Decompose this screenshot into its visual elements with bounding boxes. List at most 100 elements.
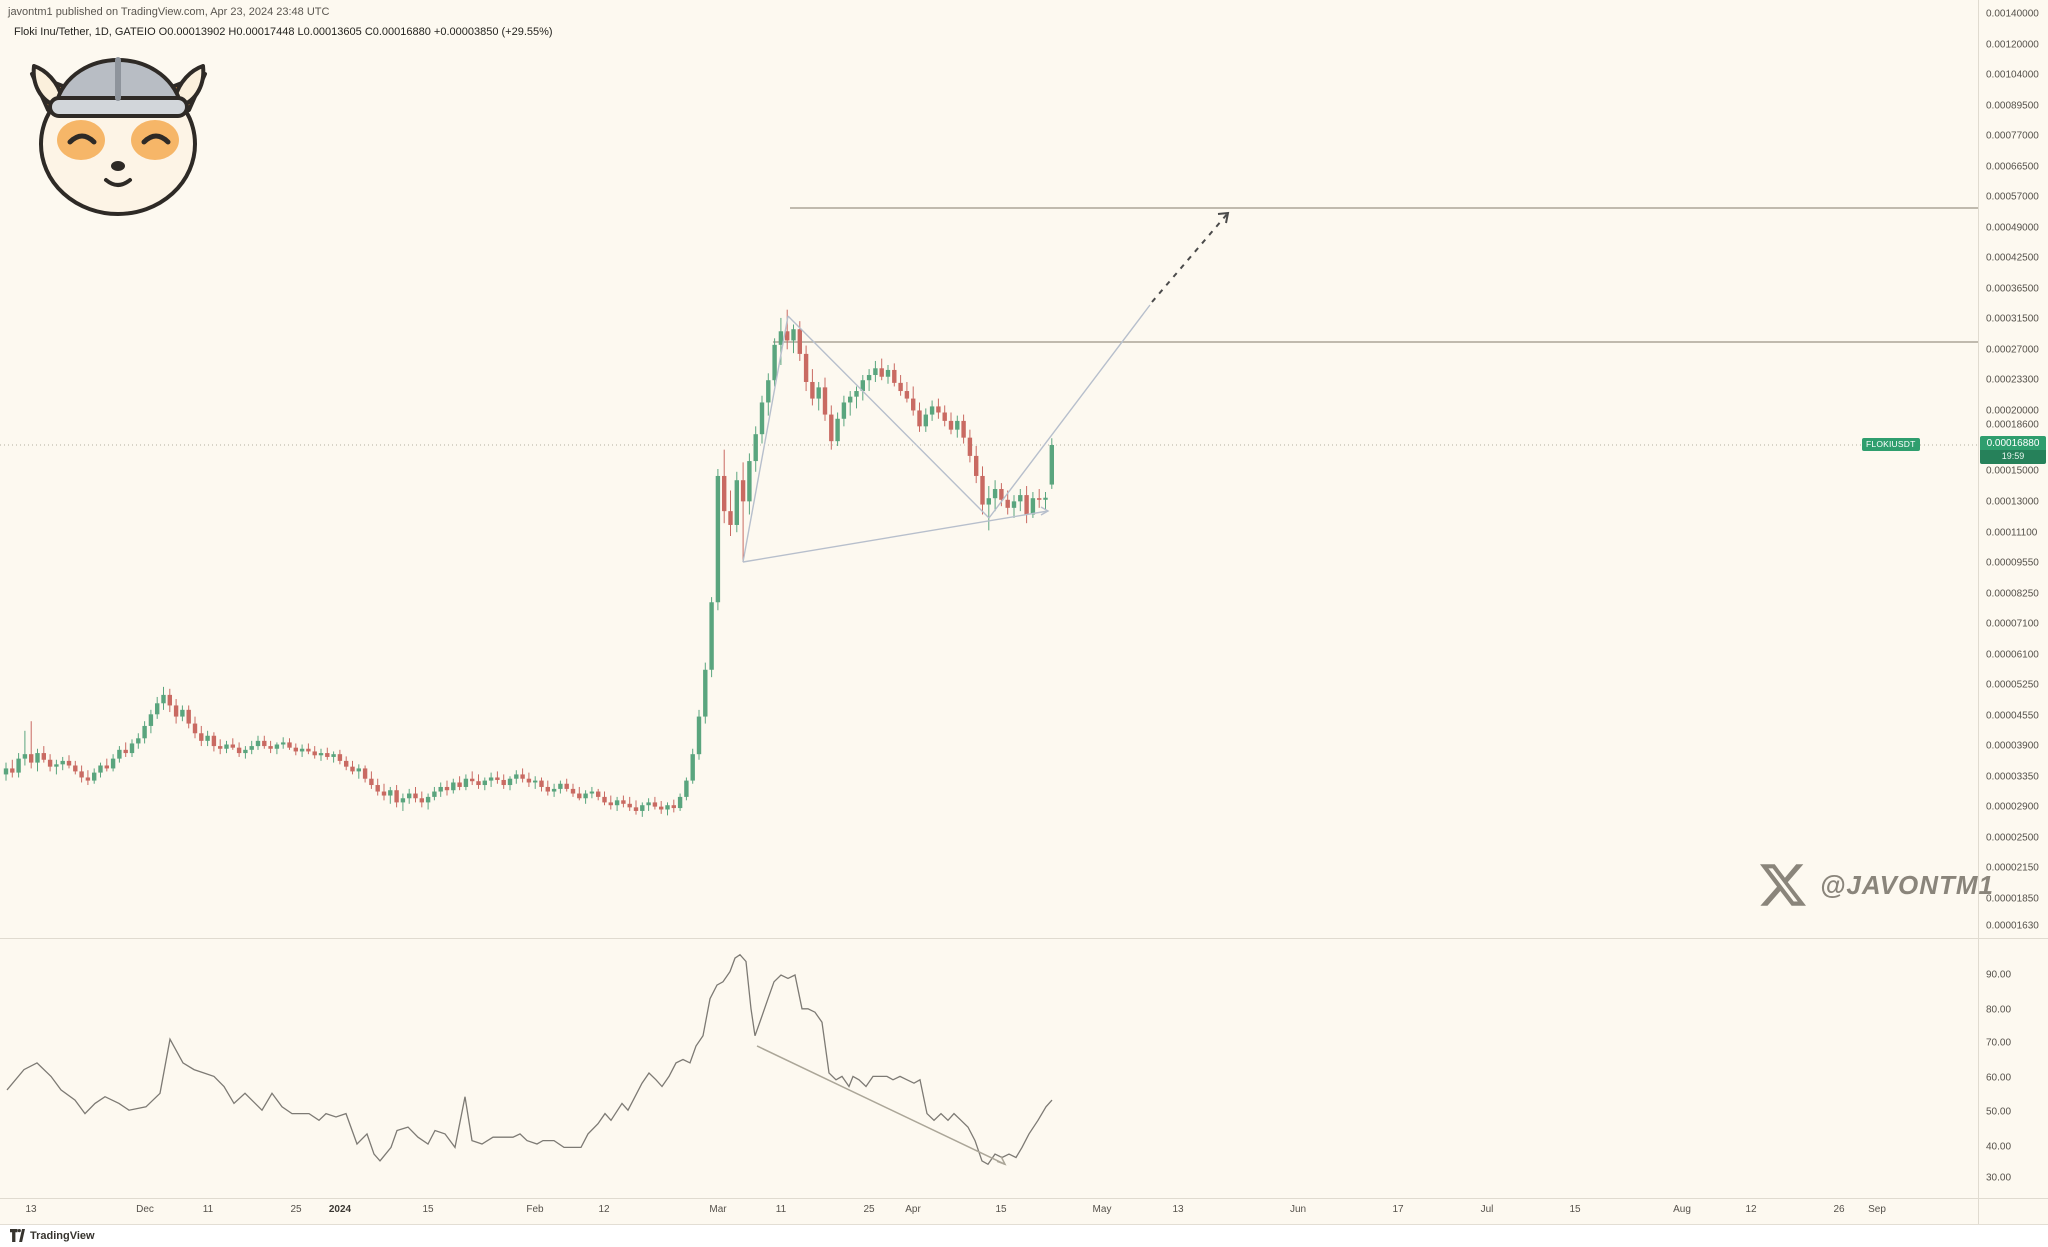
candle-body bbox=[803, 353, 809, 382]
time-tick: 15 bbox=[1569, 1204, 1581, 1215]
candle-body bbox=[551, 788, 557, 792]
candle-body bbox=[822, 387, 828, 415]
breakout-arrow[interactable] bbox=[1151, 212, 1229, 303]
candle-body bbox=[671, 805, 676, 809]
candle-body bbox=[369, 778, 374, 786]
price-tick: 0.00104000 bbox=[1986, 69, 2039, 81]
candle-body bbox=[167, 694, 172, 706]
candle-body bbox=[262, 740, 267, 747]
candle-body bbox=[652, 802, 658, 807]
price-tick: 0.00020000 bbox=[1986, 405, 2039, 417]
time-tick: 12 bbox=[1745, 1204, 1757, 1215]
candle-body bbox=[558, 783, 563, 789]
candle-body bbox=[394, 790, 399, 803]
trend-line[interactable] bbox=[742, 315, 789, 563]
candle-body bbox=[1011, 501, 1017, 508]
pane-divider[interactable] bbox=[0, 938, 2048, 939]
candle-body bbox=[438, 786, 443, 792]
floki-mascot-logo bbox=[30, 57, 207, 216]
candle-body bbox=[287, 742, 292, 748]
candle-body bbox=[791, 329, 796, 341]
candle-body bbox=[1043, 497, 1048, 500]
candle-body bbox=[92, 772, 97, 781]
time-tick: Jul bbox=[1480, 1204, 1494, 1215]
time-tick: 15 bbox=[422, 1204, 434, 1215]
trend-line[interactable] bbox=[787, 315, 990, 519]
candle-body bbox=[457, 782, 462, 787]
candle-body bbox=[507, 778, 513, 786]
price-tick: 0.00003900 bbox=[1986, 740, 2039, 752]
candle-body bbox=[337, 754, 343, 761]
candle-body bbox=[841, 402, 847, 419]
tradingview-logo[interactable]: TradingView bbox=[10, 1229, 95, 1242]
candle-body bbox=[211, 735, 217, 747]
time-tick: 11 bbox=[202, 1204, 214, 1215]
candle-body bbox=[1037, 498, 1042, 500]
candle-body bbox=[596, 791, 601, 797]
candle-body bbox=[1005, 499, 1010, 508]
price-tick: 0.00006100 bbox=[1986, 649, 2039, 661]
candle-body bbox=[488, 777, 494, 781]
candle-body bbox=[936, 406, 941, 413]
candle-body bbox=[243, 749, 248, 754]
candle-body bbox=[123, 749, 128, 754]
price-tick: 0.00001630 bbox=[1986, 920, 2039, 932]
candle-body bbox=[136, 738, 141, 744]
candle-body bbox=[274, 744, 280, 749]
breakout-arrowhead bbox=[1217, 211, 1230, 224]
candle-body bbox=[986, 498, 991, 505]
candle-body bbox=[759, 402, 765, 435]
time-tick: 26 bbox=[1833, 1204, 1845, 1215]
candle-body bbox=[293, 747, 298, 752]
candle-body bbox=[482, 780, 487, 786]
candle-body bbox=[627, 803, 632, 808]
rsi-tick: 90.00 bbox=[1986, 969, 2012, 981]
rsi-tick: 60.00 bbox=[1986, 1072, 2012, 1084]
candle-body bbox=[539, 780, 544, 787]
price-tick: 0.00140000 bbox=[1986, 8, 2039, 20]
price-tick: 0.00077000 bbox=[1986, 130, 2039, 142]
rsi-tick: 80.00 bbox=[1986, 1004, 2012, 1016]
rsi-trendline[interactable] bbox=[756, 1045, 1006, 1165]
candle-body bbox=[281, 742, 286, 745]
candle-body bbox=[772, 344, 777, 381]
candle-body bbox=[816, 387, 821, 399]
candle-body bbox=[879, 368, 884, 377]
tradingview-logo-text: TradingView bbox=[30, 1229, 95, 1242]
candle-body bbox=[356, 768, 361, 772]
candle-body bbox=[785, 331, 790, 341]
price-axis-divider bbox=[1978, 0, 1979, 1224]
candle-body bbox=[306, 748, 311, 752]
trend-line[interactable] bbox=[742, 510, 1049, 563]
price-tick: 0.00008250 bbox=[1986, 588, 2039, 600]
time-tick: 25 bbox=[863, 1204, 875, 1215]
candle-body bbox=[425, 796, 431, 803]
candle-body bbox=[583, 793, 588, 799]
time-tick: Mar bbox=[709, 1204, 727, 1215]
candle-body bbox=[104, 765, 109, 769]
price-tick: 0.00066500 bbox=[1986, 161, 2039, 173]
price-tick: 0.00027000 bbox=[1986, 344, 2039, 356]
trend-line[interactable] bbox=[988, 304, 1151, 519]
price-tick: 0.00002900 bbox=[1986, 801, 2039, 813]
candle-body bbox=[344, 760, 349, 767]
candle-body bbox=[148, 714, 154, 726]
candle-body bbox=[659, 806, 664, 810]
rsi-tick: 30.00 bbox=[1986, 1172, 2012, 1184]
candle-body bbox=[318, 753, 324, 756]
candle-body bbox=[192, 723, 198, 734]
candle-body bbox=[545, 786, 550, 792]
candle-body bbox=[299, 748, 305, 752]
candle-body bbox=[665, 805, 670, 810]
candle-body bbox=[866, 375, 872, 381]
current-price-badge: 0.00016880 19:59 bbox=[1980, 436, 2046, 464]
candle-body bbox=[1030, 498, 1036, 515]
candle-body bbox=[419, 798, 424, 803]
candle-body bbox=[1024, 495, 1029, 515]
price-tick: 0.00013000 bbox=[1986, 496, 2039, 508]
candle-body bbox=[835, 418, 840, 442]
candle-body bbox=[614, 800, 620, 806]
candle-body bbox=[312, 751, 317, 756]
